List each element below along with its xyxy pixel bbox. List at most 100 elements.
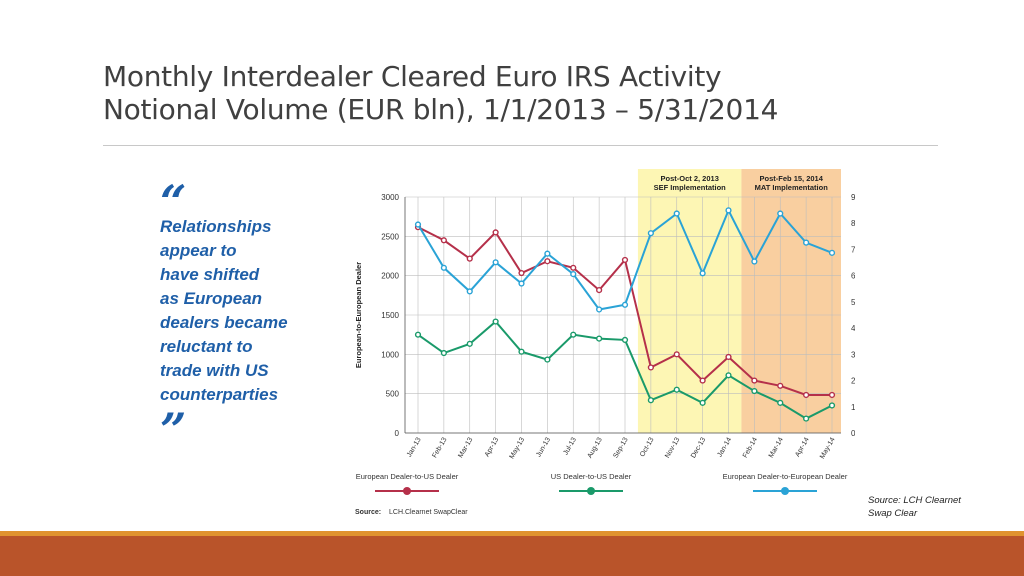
series-0-point — [725, 353, 732, 361]
series-1-point — [570, 331, 577, 338]
slide-title-line1: Monthly Interdealer Cleared Euro IRS Act… — [103, 60, 722, 93]
series-1-point — [699, 399, 706, 406]
y-right-tick-label: 400 — [851, 324, 855, 333]
series-2-point — [621, 301, 629, 308]
slide-title: Monthly Interdealer Cleared Euro IRS Act… — [103, 60, 963, 126]
y-left-tick-label: 2500 — [381, 232, 399, 241]
series-0-point — [518, 269, 525, 277]
series-1-point — [596, 335, 603, 342]
series-0-point — [803, 391, 810, 399]
x-tick-label: Aug-13 — [587, 436, 604, 459]
series-0-point — [828, 391, 836, 399]
series-1-point — [803, 415, 810, 422]
y-left-tick-label: 1500 — [381, 311, 399, 320]
legend-swatch-dot-2 — [781, 487, 789, 495]
pull-quote-text: Relationships appear to have shifted as … — [160, 217, 288, 404]
x-tick-label: Feb-13 — [431, 436, 448, 459]
series-0-point — [544, 258, 551, 265]
series-1-point — [673, 386, 680, 393]
series-1-point — [544, 356, 551, 363]
series-1-point — [414, 331, 422, 338]
series-1-point — [751, 387, 758, 395]
legend-label-2: European Dealer-to-European Dealer — [723, 472, 848, 481]
series-2-point — [725, 207, 732, 214]
series-0-point — [699, 377, 706, 384]
series-2-point — [414, 221, 422, 228]
close-quote-icon: ” — [160, 403, 187, 457]
series-0-point — [492, 229, 499, 236]
x-tick-label: Jan-13 — [406, 436, 423, 458]
series-0-point — [440, 237, 447, 244]
chart-source-text: LCH.Clearnet SwapClear — [389, 509, 468, 516]
series-1-point — [647, 397, 654, 404]
y-right-tick-label: 600 — [851, 272, 855, 281]
series-1-point — [828, 402, 836, 409]
side-source-note: Source: LCH Clearnet Swap Clear — [868, 495, 961, 519]
legend-swatch-dot-1 — [587, 487, 595, 495]
series-0-point — [673, 351, 680, 358]
series-2-point — [596, 306, 603, 313]
series-2-point — [699, 270, 706, 277]
series-0-point — [570, 264, 577, 271]
y-right-tick-label: 500 — [851, 298, 855, 307]
series-1-point — [621, 336, 629, 344]
series-0-point — [621, 256, 629, 264]
series-2-point — [570, 270, 577, 278]
x-tick-label: Apr-13 — [484, 436, 501, 458]
y-right-tick-label: 800 — [851, 219, 855, 228]
open-quote-icon: “ — [160, 175, 187, 229]
x-tick-label: Jan-14 — [716, 436, 733, 458]
y-right-tick-label: 100 — [851, 403, 855, 412]
region-band-0 — [637, 169, 742, 433]
series-2-point — [828, 249, 836, 256]
region-label-1-line1: Post-Feb 15, 2014 — [760, 174, 824, 183]
x-tick-label: Feb-14 — [742, 436, 759, 459]
series-2-point — [492, 259, 499, 266]
series-1-point — [725, 372, 732, 379]
series-0-point — [777, 382, 784, 389]
series-2-point — [751, 258, 758, 265]
region-label-0-line1: Post-Oct 2, 2013 — [661, 174, 719, 183]
series-2-point — [777, 210, 784, 217]
title-divider — [103, 145, 938, 146]
y-right-tick-label: 0 — [851, 429, 855, 438]
y-left-axis-title: European-to-European Dealer — [354, 262, 363, 368]
series-0-point — [596, 286, 603, 294]
y-right-tick-label: 200 — [851, 377, 855, 386]
series-0-point — [751, 377, 758, 384]
x-tick-label: Sep-13 — [612, 436, 629, 459]
y-right-tick-label: 700 — [851, 245, 855, 254]
x-tick-label: Jun-13 — [535, 436, 552, 458]
y-left-tick-label: 2000 — [381, 272, 399, 281]
x-tick-label: May-13 — [508, 436, 526, 460]
series-2-point — [803, 239, 810, 246]
legend-label-1: US Dealer-to-US Dealer — [551, 472, 632, 481]
series-2-point — [466, 288, 473, 295]
y-left-tick-label: 500 — [386, 390, 400, 399]
x-tick-label: Jul-13 — [562, 436, 578, 456]
series-0-point — [466, 255, 473, 262]
footer-accent-band — [0, 531, 1024, 536]
y-left-tick-label: 1000 — [381, 350, 399, 359]
x-tick-label: Nov-13 — [664, 436, 681, 459]
legend-label-0: European Dealer-to-US Dealer — [356, 472, 459, 481]
region-label-0-line2: SEF Implementation — [654, 183, 727, 192]
series-1-point — [492, 318, 499, 325]
y-left-tick-label: 0 — [395, 429, 400, 438]
y-right-tick-label: 300 — [851, 350, 855, 359]
x-tick-label: May-14 — [819, 436, 837, 460]
x-tick-label: Mar-13 — [457, 436, 474, 459]
series-2-point — [673, 210, 680, 217]
pull-quote: “ Relationships appear to have shifted a… — [160, 175, 360, 457]
series-1-point — [777, 399, 784, 406]
x-tick-label: Oct-13 — [639, 436, 656, 458]
series-1-point — [466, 340, 473, 347]
y-right-tick-label: 900 — [851, 193, 855, 202]
x-tick-label: Mar-14 — [768, 436, 785, 459]
series-2-point — [518, 280, 525, 287]
series-0-point — [647, 364, 654, 371]
series-2-point — [440, 264, 447, 271]
x-tick-label: Dec-13 — [690, 436, 707, 459]
series-1-point — [518, 348, 525, 355]
